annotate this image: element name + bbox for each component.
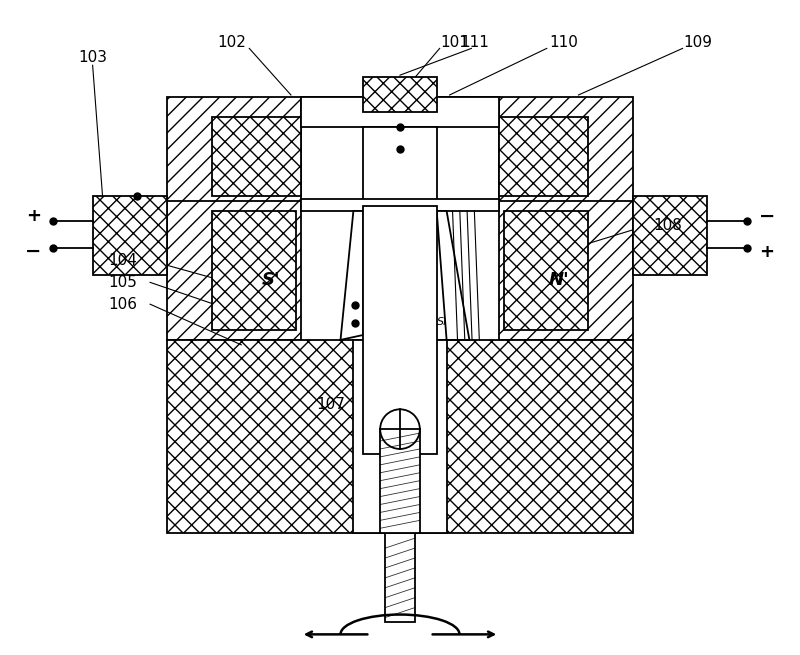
Bar — [93, 196, 167, 276]
Text: N': N' — [548, 271, 569, 290]
Bar — [167, 97, 633, 206]
Bar — [301, 102, 499, 201]
Text: 103: 103 — [78, 50, 107, 65]
Bar — [385, 533, 415, 622]
Text: NS: NS — [348, 317, 363, 327]
Text: 111: 111 — [460, 35, 489, 50]
Bar — [499, 201, 633, 340]
Bar — [633, 196, 707, 276]
Text: 109: 109 — [683, 35, 712, 50]
Bar — [301, 199, 499, 211]
Bar — [499, 117, 588, 196]
Text: −: − — [25, 242, 42, 261]
Polygon shape — [341, 211, 363, 340]
Text: −: − — [758, 206, 775, 225]
Bar — [212, 117, 301, 196]
Text: S': S' — [262, 271, 280, 290]
Text: 107: 107 — [316, 397, 345, 412]
Text: 101: 101 — [440, 35, 469, 50]
Text: +: + — [759, 242, 774, 261]
Bar — [167, 340, 633, 533]
Text: 106: 106 — [108, 297, 137, 312]
Bar — [167, 201, 301, 340]
Text: +: + — [26, 207, 41, 225]
Text: 108: 108 — [654, 218, 682, 233]
Bar — [363, 206, 437, 454]
Text: 102: 102 — [217, 35, 246, 50]
Text: 104: 104 — [108, 253, 137, 268]
Circle shape — [380, 409, 420, 449]
Text: S': S' — [530, 132, 548, 151]
Bar — [363, 126, 437, 206]
Bar — [504, 211, 588, 330]
Text: 105: 105 — [108, 275, 137, 290]
Text: 110: 110 — [549, 35, 578, 50]
Bar — [301, 97, 499, 126]
Text: SN: SN — [437, 317, 452, 327]
Bar — [354, 340, 446, 533]
Polygon shape — [437, 211, 470, 340]
Text: N': N' — [261, 132, 282, 151]
Bar — [363, 77, 437, 112]
Bar — [212, 211, 296, 330]
Bar — [380, 429, 420, 533]
